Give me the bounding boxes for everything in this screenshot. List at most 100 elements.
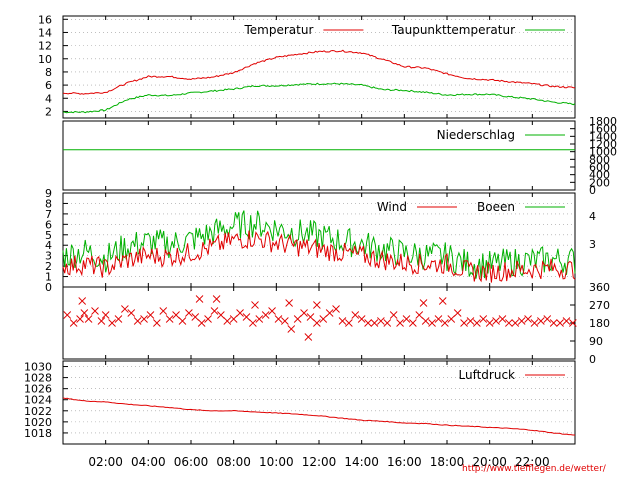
direction-point (153, 319, 161, 327)
direction-point (498, 315, 507, 323)
direction-point (357, 315, 366, 323)
y-tick-label: 1400 (589, 130, 617, 143)
direction-point (325, 309, 334, 317)
direction-point (300, 309, 308, 317)
y-tick-label: 1020 (24, 416, 52, 429)
y-tick-label: 0 (589, 184, 596, 197)
direction-point (517, 317, 526, 325)
y-tick-label: 9 (45, 187, 52, 200)
x-tick-label: 20:00 (472, 455, 507, 469)
x-tick-label: 06:00 (174, 455, 209, 469)
direction-point (274, 315, 283, 323)
y-tick-label: 600 (589, 161, 610, 174)
direction-point (242, 313, 251, 321)
direction-point (419, 299, 428, 307)
legend-label: Wind (377, 200, 407, 214)
direction-point (428, 319, 436, 327)
direction-point (217, 311, 225, 319)
y-tick-label: 1026 (24, 383, 52, 396)
legend-label: Niederschlag (437, 128, 515, 142)
direction-point (434, 315, 443, 323)
direction-point (172, 311, 180, 319)
series-wind (62, 230, 576, 283)
y-tick-label: 6 (45, 218, 52, 231)
direction-point (212, 295, 221, 303)
y-tick-label: 800 (589, 153, 610, 166)
direction-point (140, 315, 148, 323)
y-tick-label: 14 (38, 26, 52, 39)
direction-point (562, 317, 571, 325)
direction-point (255, 315, 264, 323)
direction-point (511, 319, 520, 327)
direction-point (479, 315, 488, 323)
direction-point (195, 295, 204, 303)
direction-point (178, 317, 187, 325)
direction-point (84, 315, 93, 323)
credit-link[interactable]: http://www.tiefflegen.de/wetter/ (462, 464, 606, 474)
y-tick-label: 200 (589, 176, 610, 189)
direction-point (223, 317, 232, 325)
direction-point (569, 319, 577, 327)
y-tick-label: 4 (45, 92, 52, 105)
y-tick-label: 12 (38, 40, 52, 53)
legend-label: Boeen (477, 200, 515, 214)
direction-point (530, 319, 539, 327)
series-taupunkttemperatur (62, 82, 576, 114)
y-tick-label: 90 (589, 335, 603, 348)
y-tick-label: 4 (45, 239, 52, 252)
direction-point (261, 311, 270, 319)
direction-point (364, 319, 372, 327)
direction-point (285, 299, 293, 307)
direction-point (101, 311, 110, 319)
direction-point (409, 319, 417, 327)
x-tick-label: 04:00 (131, 455, 166, 469)
direction-point (485, 319, 494, 327)
x-tick-label: 14:00 (344, 455, 379, 469)
direction-point (204, 315, 212, 323)
y-tick-label: 1200 (589, 138, 617, 151)
direction-point (505, 319, 513, 327)
direction-point (108, 319, 116, 327)
direction-point (415, 311, 424, 319)
legend-label: Temperatur (243, 23, 313, 37)
direction-point (313, 319, 321, 327)
direction-point (549, 319, 558, 327)
direction-point (466, 317, 475, 325)
direction-point (524, 315, 532, 323)
direction-point (370, 319, 379, 327)
direction-point (473, 319, 481, 327)
x-tick-label: 02:00 (88, 455, 123, 469)
x-tick-label: 22:00 (515, 455, 550, 469)
direction-point (133, 317, 142, 325)
y-tick-label: 400 (589, 169, 610, 182)
direction-point (389, 311, 398, 319)
series-boeen (62, 210, 576, 279)
direction-point (556, 319, 564, 327)
y-tick-label: 3 (45, 250, 52, 263)
direction-point (351, 311, 360, 319)
direction-point (63, 311, 72, 319)
direction-point (236, 309, 244, 317)
direction-point (287, 325, 296, 333)
direction-point (185, 309, 193, 317)
direction-point (441, 319, 449, 327)
y-tick-label: 8 (45, 197, 52, 210)
y-tick-label: 1018 (24, 427, 52, 440)
direction-point (338, 317, 347, 325)
direction-point (97, 317, 106, 325)
direction-point (293, 315, 302, 323)
right-tick-label: 3 (589, 238, 596, 251)
direction-point (121, 305, 129, 313)
direction-point (438, 297, 447, 305)
x-tick-label: 18:00 (430, 455, 465, 469)
direction-point (377, 317, 385, 325)
direction-point (319, 315, 328, 323)
direction-point (396, 319, 404, 327)
y-tick-label: 180 (589, 317, 610, 330)
y-tick-label: 360 (589, 281, 610, 294)
y-tick-label: 1 (45, 271, 52, 284)
direction-point (127, 309, 136, 317)
x-tick-label: 12:00 (302, 455, 337, 469)
x-tick-label: 10:00 (259, 455, 294, 469)
